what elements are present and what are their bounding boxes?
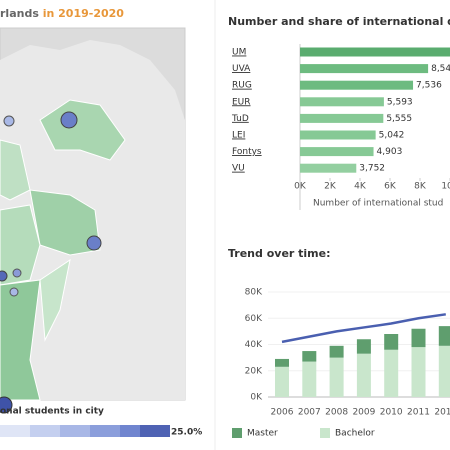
value-label: 3,752 — [359, 164, 385, 174]
value-label: 5,555 — [386, 114, 412, 124]
chart-title: Trend over time: — [228, 247, 331, 260]
bar-segment — [384, 334, 399, 350]
legend-swatch — [232, 428, 242, 438]
bar-segment — [411, 328, 426, 348]
city — [0, 270, 8, 282]
value-label: 5,042 — [379, 131, 405, 141]
x-tick-label: 2006 — [271, 408, 294, 418]
x-tick-label: 4K — [354, 182, 367, 192]
bar-segment — [356, 339, 371, 354]
category-link[interactable]: EUR — [232, 97, 251, 107]
city — [3, 115, 15, 127]
bar — [300, 113, 384, 123]
x-tick-label: 10K — [441, 182, 450, 192]
region — [0, 139, 31, 201]
map-legend-title: onal students in city — [0, 407, 104, 417]
color-scale — [0, 425, 170, 437]
bar-segment — [411, 347, 426, 397]
map-title: rlands in 2019-2020 — [0, 7, 124, 20]
x-tick-label: 2009 — [352, 408, 375, 418]
bar — [300, 130, 376, 140]
city — [60, 111, 78, 129]
category-link[interactable]: RUG — [232, 81, 252, 91]
x-tick-label: 2K — [324, 182, 337, 192]
bar — [300, 163, 357, 173]
value-label: 4,903 — [377, 147, 403, 157]
category-link[interactable]: Fontys — [232, 147, 262, 157]
city — [86, 235, 102, 251]
value-label: 5,593 — [387, 97, 413, 107]
x-tick-label: 2011 — [407, 408, 430, 418]
chart-title: Number and share of international deg — [228, 15, 450, 28]
y-tick-label: 60K — [245, 314, 263, 324]
category-link[interactable]: LEI — [232, 131, 245, 141]
x-tick-label: 0K — [294, 182, 307, 192]
bar-segment — [356, 353, 371, 397]
city — [0, 396, 13, 414]
x-tick-label: 2012 — [434, 408, 450, 418]
bar-segment — [438, 326, 450, 346]
x-tick-label: 6K — [384, 182, 397, 192]
x-tick-label: 2007 — [298, 408, 321, 418]
x-tick-label: 2008 — [325, 408, 348, 418]
x-tick-label: 2010 — [380, 408, 403, 418]
bar-segment — [329, 345, 344, 358]
legend-label: Master — [247, 429, 278, 439]
color-scale-max: 25.0% — [171, 428, 202, 438]
x-axis-label: Number of international stud — [313, 199, 443, 209]
bar — [300, 147, 374, 157]
city — [12, 268, 22, 278]
title-start: rlands — [0, 7, 39, 20]
value-label: 7,536 — [416, 81, 442, 91]
category-link[interactable]: UVA — [232, 64, 251, 74]
category-link[interactable]: VU — [232, 164, 245, 174]
bar-segment — [302, 361, 317, 397]
bar-segment — [275, 358, 289, 367]
x-tick-label: 8K — [414, 182, 427, 192]
y-tick-label: 0K — [250, 393, 263, 403]
bar — [300, 64, 429, 74]
value-label: 8,540 — [431, 64, 450, 74]
bar-segment — [275, 366, 289, 397]
map — [0, 27, 186, 414]
y-tick-label: 20K — [245, 366, 263, 376]
bar — [300, 97, 384, 107]
y-tick-label: 80K — [245, 288, 263, 298]
bar — [300, 47, 450, 57]
region — [0, 204, 41, 286]
region — [39, 258, 71, 342]
category-link[interactable]: UM — [232, 48, 246, 58]
trend-line — [281, 313, 446, 344]
bar-segment — [329, 357, 344, 397]
legend-swatch — [320, 428, 330, 438]
legend-label: Bachelor — [335, 429, 375, 439]
y-tick-label: 40K — [245, 340, 263, 350]
bar — [300, 80, 414, 90]
bar-segment — [302, 351, 317, 362]
region — [39, 99, 126, 161]
bar-segment — [384, 349, 399, 397]
title-highlight: in 2019-2020 — [43, 7, 125, 20]
category-link[interactable]: TuD — [231, 114, 249, 124]
city — [9, 287, 19, 297]
bar-segment — [438, 345, 450, 397]
